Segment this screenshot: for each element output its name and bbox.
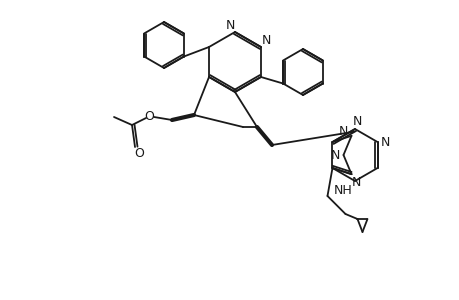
Text: N: N [351,176,360,188]
Text: N: N [338,125,347,138]
Text: N: N [352,115,361,128]
Text: N: N [225,19,234,32]
Text: O: O [134,146,144,160]
Text: O: O [144,110,154,122]
Text: N: N [380,136,389,148]
Text: NH: NH [333,184,352,197]
Text: N: N [330,148,340,161]
Text: N: N [261,34,270,46]
